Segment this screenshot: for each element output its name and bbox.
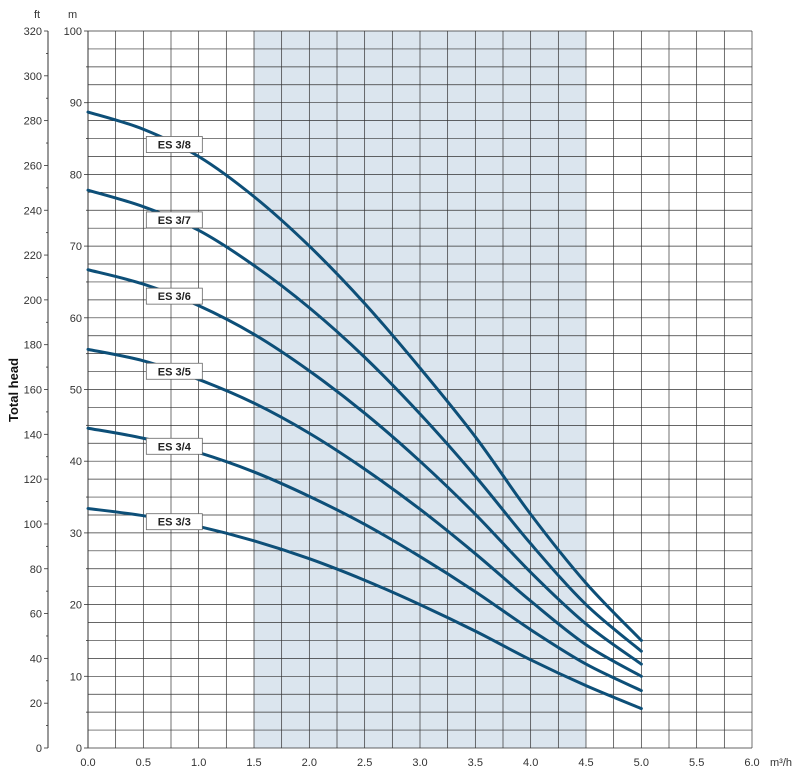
m-tick-label: 90 <box>70 98 82 110</box>
series-label-text: ES 3/5 <box>158 366 191 378</box>
m-tick-label: 80 <box>70 169 82 181</box>
ft-tick-label: 140 <box>24 429 42 441</box>
series-label-text: ES 3/8 <box>158 139 191 151</box>
ft-tick-label: 80 <box>30 564 42 576</box>
series-labels: ES 3/8 ES 3/7 ES 3/6 ES 3/5 ES 3/4 ES 3/3 <box>145 136 203 531</box>
x-tick-label: 4.0 <box>523 757 538 769</box>
m-tick-label: 20 <box>70 600 82 612</box>
curve-es-3-7 <box>86 188 643 653</box>
series-label-box <box>145 136 203 153</box>
m-tick-label: 60 <box>70 313 82 325</box>
x-tick-label: 5.0 <box>634 757 649 769</box>
m-axis-unit: m <box>68 9 77 21</box>
x-tick-label: 1.5 <box>246 757 261 769</box>
ft-tick-label: 20 <box>30 698 42 710</box>
m-tick-label: 50 <box>70 385 82 397</box>
x-tick-label: 2.0 <box>302 757 317 769</box>
ft-axis-unit: ft <box>34 9 40 21</box>
ft-tick-label: 220 <box>24 250 42 262</box>
series-label: ES 3/3 <box>145 513 203 531</box>
series-label-text: ES 3/7 <box>158 215 191 227</box>
m-tick-label: 70 <box>70 241 82 253</box>
x-tick-label: 0.5 <box>136 757 151 769</box>
ft-tick-label: 320 <box>24 26 42 38</box>
series-label: ES 3/4 <box>145 437 203 455</box>
ft-tick-label: 300 <box>24 71 42 83</box>
series-label-text: ES 3/3 <box>158 517 191 529</box>
ft-tick-label: 240 <box>24 205 42 217</box>
x-tick-label: 6.0 <box>744 757 759 769</box>
ft-tick-label: 200 <box>24 295 42 307</box>
m-tick-label: 10 <box>70 671 82 683</box>
m-tick-label: 100 <box>64 26 82 38</box>
x-axis-unit: m³/h <box>770 757 792 769</box>
m-tick-label: 0 <box>76 743 82 755</box>
m-tick-label: 30 <box>70 528 82 540</box>
x-tick-label: 2.5 <box>357 757 372 769</box>
tick-labels: 0204060801001201401601802002202402602803… <box>24 26 760 769</box>
ft-tick-label: 100 <box>24 519 42 531</box>
series-label: ES 3/6 <box>145 287 203 305</box>
ft-tick-label: 260 <box>24 160 42 172</box>
ft-tick-label: 180 <box>24 340 42 352</box>
series-label-box <box>145 362 203 380</box>
x-tick-label: 3.5 <box>468 757 483 769</box>
ft-tick-label: 40 <box>30 653 42 665</box>
series-label: ES 3/8 <box>145 136 203 153</box>
ft-tick-label: 120 <box>24 474 42 486</box>
series-label-box <box>145 287 203 305</box>
series-label: ES 3/7 <box>145 211 203 229</box>
ft-tick-label: 280 <box>24 116 42 128</box>
x-tick-label: 3.0 <box>412 757 427 769</box>
series-label-text: ES 3/6 <box>158 291 191 303</box>
x-tick-label: 5.5 <box>689 757 704 769</box>
series-label-box <box>145 513 203 531</box>
series-label-text: ES 3/4 <box>158 441 192 453</box>
ft-tick-label: 160 <box>24 385 42 397</box>
x-tick-label: 4.5 <box>578 757 593 769</box>
x-tick-label: 0.0 <box>80 757 95 769</box>
series-label-box <box>145 437 203 455</box>
y-axis-label: Total head <box>6 358 21 422</box>
m-tick-label: 40 <box>70 456 82 468</box>
ft-tick-label: 0 <box>36 743 42 755</box>
series-label-box <box>145 211 203 229</box>
x-tick-label: 1.0 <box>191 757 206 769</box>
ft-tick-label: 60 <box>30 609 42 621</box>
curve-es-3-8 <box>86 110 643 642</box>
series-label: ES 3/5 <box>145 362 203 380</box>
axes <box>44 30 89 749</box>
